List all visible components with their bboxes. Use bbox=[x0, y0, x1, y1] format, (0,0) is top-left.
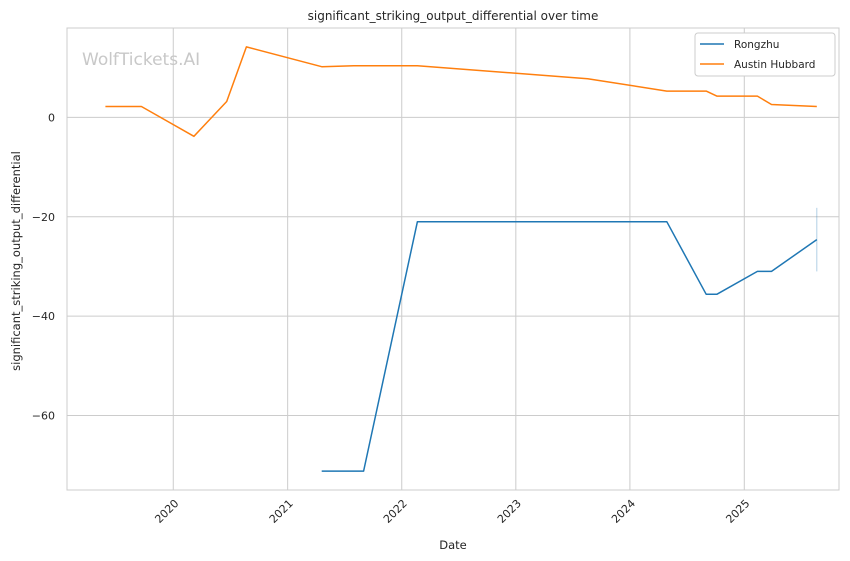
series-line-austin-hubbard bbox=[105, 46, 817, 138]
legend-label-rongzhu: Rongzhu bbox=[734, 39, 779, 51]
y-tick-label: −60 bbox=[32, 409, 55, 422]
series-layer bbox=[105, 46, 818, 472]
legend: Rongzhu Austin Hubbard bbox=[694, 32, 836, 77]
y-axis-label: significant_striking_output_differential bbox=[9, 151, 23, 371]
legend-label-austin-hubbard: Austin Hubbard bbox=[734, 59, 815, 71]
grid-layer bbox=[67, 28, 839, 490]
chart-title: significant_striking_output_differential… bbox=[308, 9, 599, 23]
y-tick-label: 0 bbox=[48, 111, 55, 124]
y-tick-label: −40 bbox=[32, 310, 55, 323]
x-axis-label: Date bbox=[439, 538, 467, 552]
legend-box bbox=[694, 32, 836, 77]
watermark-text: WolfTickets.AI bbox=[82, 50, 200, 70]
series-line-rongzhu bbox=[321, 220, 818, 472]
plot-frame bbox=[66, 27, 840, 491]
y-tick-label: −20 bbox=[32, 211, 55, 224]
